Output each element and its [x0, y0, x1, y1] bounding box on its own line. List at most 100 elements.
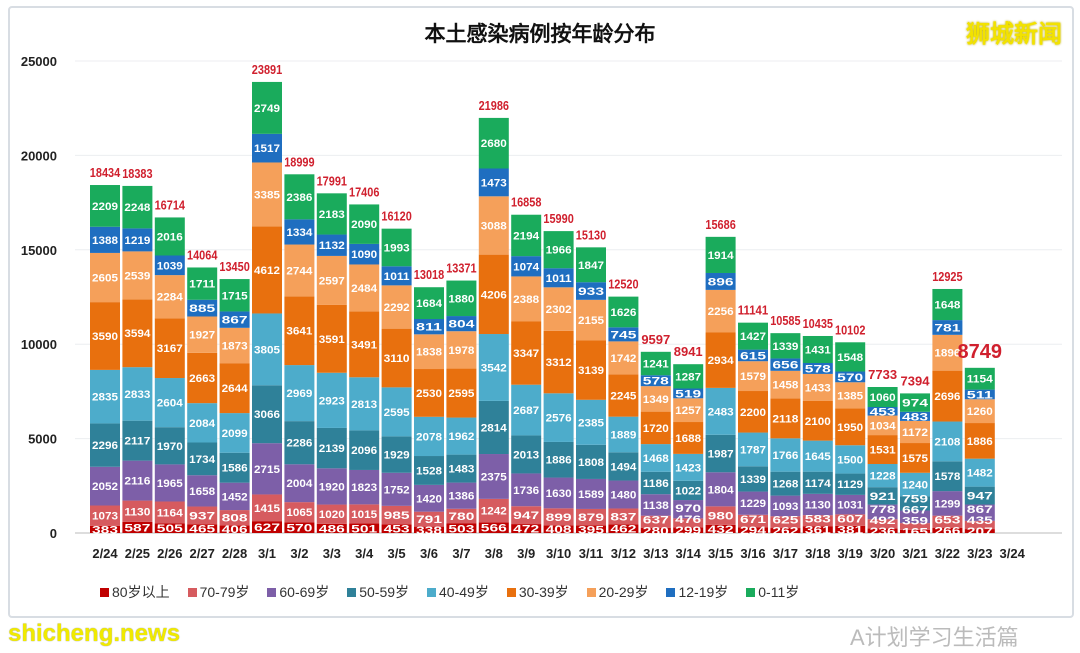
- x-tick-label: 3/12: [611, 546, 636, 561]
- segment-label: 1011: [546, 273, 572, 285]
- bar-segment: [511, 435, 542, 474]
- bar-segment: [608, 508, 639, 525]
- bar-segment: [802, 363, 833, 374]
- bar-segment: [738, 322, 768, 350]
- chart-title: 本土感染病例按年龄分布: [424, 23, 656, 46]
- segment-label: 338: [416, 525, 442, 537]
- bar-segment: [738, 466, 768, 492]
- bar-segment: [770, 358, 801, 371]
- bar-segment: [252, 521, 282, 533]
- x-tick-label: 3/16: [740, 546, 765, 561]
- x-tick-label: 3/24: [1000, 546, 1026, 561]
- bar-segment: [835, 514, 866, 526]
- total-label: 12520: [608, 277, 638, 292]
- bar-segment: [381, 266, 412, 286]
- site-watermark: shicheng.news: [8, 620, 181, 647]
- bar-segment: [932, 421, 963, 462]
- bar-segment: [673, 500, 704, 519]
- bar-segment: [381, 285, 412, 329]
- segment-label: 2284: [157, 292, 184, 304]
- segment-label: 791: [416, 514, 442, 526]
- bar-segment: [932, 320, 963, 335]
- bar-segment: [154, 378, 185, 428]
- bar-segment: [284, 296, 315, 366]
- segment-label: 1548: [837, 352, 863, 364]
- segment-label: 483: [902, 411, 928, 423]
- segment-label: 2644: [222, 383, 249, 395]
- total-label: 11141: [738, 303, 768, 318]
- bar-segment: [122, 299, 153, 368]
- segment-label: 1896: [934, 348, 960, 360]
- segment-label: 1500: [837, 454, 863, 466]
- segment-label: 2605: [92, 273, 118, 285]
- segment-label: 505: [157, 523, 183, 535]
- segment-label: 1494: [610, 461, 637, 473]
- bar-segment: [738, 349, 768, 362]
- legend-label: 0-11岁: [758, 584, 800, 600]
- segment-label: 1626: [610, 307, 636, 319]
- bar-segment: [835, 445, 866, 474]
- segment-label: 1287: [675, 371, 701, 383]
- bar-segment: [252, 162, 282, 227]
- segment-label: 1132: [319, 240, 345, 252]
- legend-label: 40-49岁: [439, 584, 489, 600]
- legend-item: 30-39岁: [506, 582, 569, 602]
- bar-segment: [154, 255, 185, 276]
- legend-label: 20-29岁: [598, 584, 649, 600]
- total-label: 12925: [932, 269, 962, 284]
- segment-label: 570: [286, 523, 312, 535]
- segment-label: 1031: [837, 500, 863, 512]
- bar-segment: [640, 527, 671, 533]
- bar-segment: [511, 321, 542, 385]
- bar-segment: [414, 456, 444, 485]
- total-label: 13018: [414, 267, 444, 282]
- bar-segment: [867, 435, 898, 464]
- segment-label: 1423: [675, 462, 701, 474]
- segment-label: 778: [870, 504, 896, 516]
- segment-label: 2388: [513, 294, 539, 306]
- segment-label: 432: [708, 524, 734, 536]
- x-tick-label: 3/14: [676, 546, 702, 561]
- bar-segment: [705, 289, 736, 333]
- bar-segment: [640, 386, 671, 412]
- bar-segment: [349, 523, 380, 533]
- bar-segment: [673, 453, 704, 481]
- bar-segment: [543, 393, 574, 442]
- legend-item: 40-49岁: [427, 582, 489, 602]
- bar-segment: [964, 389, 995, 400]
- segment-label: 465: [189, 524, 215, 536]
- bar-segment: [770, 370, 801, 399]
- bar-segment: [867, 415, 898, 436]
- segment-label: 2595: [448, 388, 474, 400]
- segment-label: 2539: [124, 270, 150, 282]
- bar-segment: [576, 508, 606, 526]
- segment-label: 921: [870, 491, 896, 503]
- bar-segment: [90, 185, 120, 227]
- legend-swatch: [347, 587, 357, 597]
- segment-label: 587: [124, 522, 150, 534]
- segment-label: 1433: [805, 382, 831, 394]
- bar-segment: [802, 440, 833, 472]
- total-label: 7394: [901, 373, 931, 388]
- bar-segment: [446, 280, 477, 317]
- bar-segment: [900, 411, 930, 421]
- total-label: 8941: [674, 344, 703, 359]
- segment-label: 1480: [610, 490, 636, 502]
- bar-segment: [316, 427, 347, 469]
- segment-label: 1420: [416, 493, 442, 505]
- segment-label: 3542: [481, 362, 507, 374]
- segment-label: 462: [610, 524, 636, 536]
- total-label: 14064: [187, 247, 218, 262]
- bar-segment: [673, 480, 704, 501]
- bar-segment: [511, 384, 542, 436]
- x-tick-label: 3/15: [708, 546, 733, 561]
- segment-label: 2597: [319, 275, 345, 287]
- bar-segment: [770, 438, 801, 472]
- segment-label: 3167: [157, 343, 183, 355]
- bar-segment: [511, 473, 542, 507]
- bar-segment: [511, 276, 542, 322]
- legend-label: 70-79岁: [199, 584, 250, 600]
- bar-segment: [770, 471, 801, 496]
- x-tick-label: 3/13: [643, 546, 668, 561]
